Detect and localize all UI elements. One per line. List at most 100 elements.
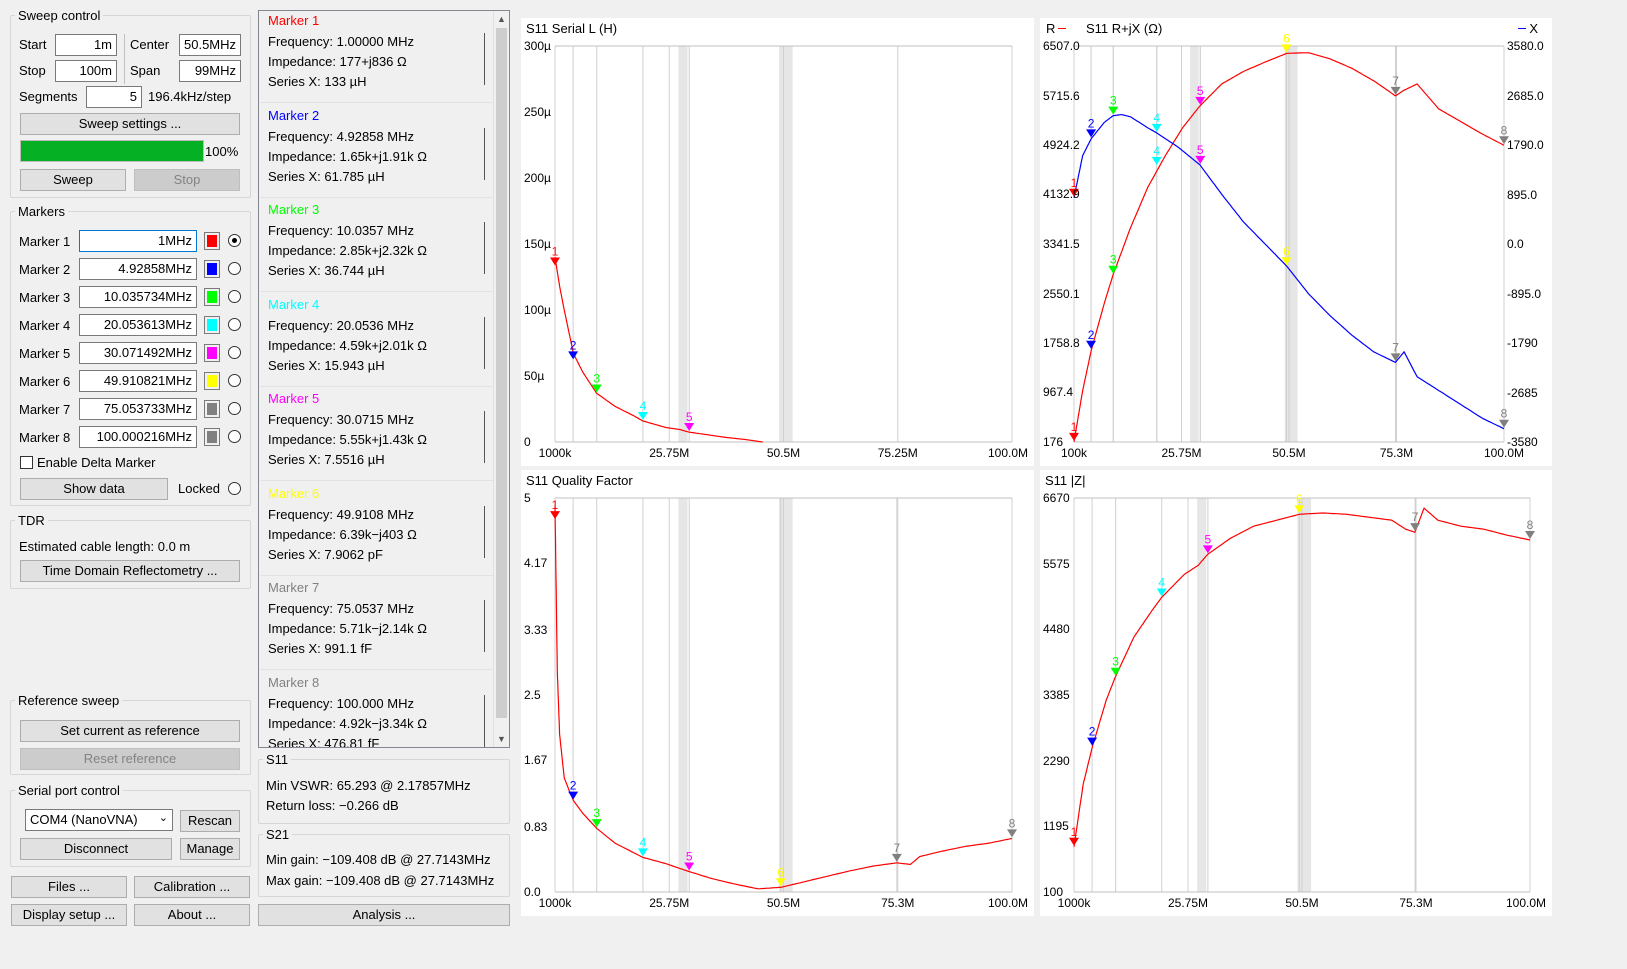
stop-button[interactable]: Stop <box>134 169 240 191</box>
chart-title: S11 Serial L (H) <box>526 21 618 36</box>
analysis-button[interactable]: Analysis ... <box>258 904 510 926</box>
s21-summary-group: S21 <box>258 827 510 897</box>
reference-title: Reference sweep <box>18 693 120 708</box>
quality-factor-chart[interactable]: 1 2 3 4 5 6 7 8 S11 Quality Factor 0.0 0.83 1.67 2.5… <box>521 470 1034 916</box>
calibration-button[interactable]: Calibration ... <box>134 876 250 898</box>
sweep-settings-button[interactable]: Sweep settings ... <box>20 113 240 135</box>
marker-8-frequency-input[interactable]: 100.000216MHz <box>79 426 197 448</box>
marker-8-color-button[interactable] <box>204 428 220 446</box>
sweep-control-group: Sweep control <box>10 8 251 198</box>
files-button[interactable]: Files ... <box>11 876 127 898</box>
marker-1-color-button[interactable] <box>204 232 220 250</box>
marker-3-color-button[interactable] <box>204 288 220 306</box>
abs-z-chart[interactable]: 1 2 3 4 5 6 7 8 S11 |Z| 100 1195 2290 3385 4480 5575 66… <box>1040 470 1552 916</box>
delta-marker-checkbox[interactable] <box>20 456 33 469</box>
marker-4-color-button[interactable] <box>204 316 220 334</box>
marker-6-active-radio[interactable] <box>228 374 241 387</box>
marker-5-color-button[interactable] <box>204 344 220 362</box>
serial-l-chart[interactable]: 1 2 3 4 5 S11 Serial L (H) 0 50µ 100µ 150µ 200µ 250… <box>521 18 1034 466</box>
segment-boundary-band <box>678 46 688 442</box>
marker-7-active-radio[interactable] <box>228 402 241 415</box>
locked-radio[interactable] <box>228 482 241 495</box>
start-input[interactable]: 1m <box>55 34 117 56</box>
marker-6-color-button[interactable] <box>204 372 220 390</box>
marker-5-active-radio[interactable] <box>228 346 241 359</box>
marker-info-series: Series X: 7.9062 pF <box>268 546 383 562</box>
reset-reference-button[interactable]: Reset reference <box>20 748 240 770</box>
show-data-button[interactable]: Show data <box>20 478 168 500</box>
marker-2-frequency-input[interactable]: 4.92858MHz <box>79 258 197 280</box>
y-tick-label: 4132.9 <box>1043 187 1080 202</box>
marker-triangle-icon <box>637 412 648 421</box>
marker-7-color-button[interactable] <box>204 400 220 418</box>
marker-triangle-icon <box>1281 44 1292 53</box>
marker-8-active-radio[interactable] <box>228 430 241 443</box>
marker-info-title: Marker 5 <box>268 391 320 406</box>
marker-3-color-swatch <box>207 291 217 303</box>
marker-triangle-icon <box>891 853 902 862</box>
center-input[interactable]: 50.5MHz <box>179 34 241 56</box>
marker-info-separator <box>260 574 497 576</box>
marker-4-active-radio[interactable] <box>228 318 241 331</box>
x-tick-label: 100.0M <box>987 446 1029 460</box>
marker-2-active-radio[interactable] <box>228 262 241 275</box>
segments-input[interactable]: 5 <box>86 86 142 108</box>
marker-number-label: 8 <box>1009 816 1016 830</box>
rescan-button[interactable]: Rescan <box>180 810 240 832</box>
marker-3-frequency-input[interactable]: 10.035734MHz <box>79 286 197 308</box>
marker-triangle-icon <box>1108 265 1119 274</box>
manage-button[interactable]: Manage <box>180 838 240 860</box>
y-tick-label: 5715.6 <box>1043 88 1080 103</box>
display-setup-button[interactable]: Display setup ... <box>11 904 127 926</box>
y-tick-label: 1.67 <box>524 753 548 768</box>
marker-3-active-radio[interactable] <box>228 290 241 303</box>
tdr-button[interactable]: Time Domain Reflectometry ... <box>20 560 240 582</box>
marker-7-frequency-input[interactable]: 75.053733MHz <box>79 398 197 420</box>
marker-info-divider <box>484 316 485 369</box>
marker-5-frequency-input[interactable]: 30.071492MHz <box>79 342 197 364</box>
marker-info-list[interactable]: Marker 1 Frequency: 1.00000 MHz Impedance:… <box>258 10 510 748</box>
marker-1-frequency-input[interactable]: 1MHz <box>79 230 197 252</box>
marker-triangle-icon <box>568 351 579 360</box>
marker-info-card: Marker 8 Frequency: 100.000 MHz Impedance:… <box>260 672 493 747</box>
marker-triangle-icon <box>775 878 786 887</box>
marker-number-label: 2 <box>1089 725 1096 739</box>
marker-info-title: Marker 2 <box>268 107 320 123</box>
marker-4-frequency-input[interactable]: 20.053613MHz <box>79 314 197 336</box>
serial-group: Serial port control <box>10 783 251 867</box>
marker-info-title: Marker 3 <box>268 202 320 217</box>
marker-2-color-button[interactable] <box>204 260 220 278</box>
marker-triangle-icon <box>1108 106 1119 115</box>
port-select[interactable]: COM4 (NanoVNA) ⌄ <box>25 809 173 831</box>
scrollbar-thumb[interactable] <box>496 28 507 718</box>
sweep-button[interactable]: Sweep <box>20 169 126 191</box>
about-button[interactable]: About ... <box>134 904 250 926</box>
marker-6-frequency-input[interactable]: 49.910821MHz <box>79 370 197 392</box>
cable-length-text: Estimated cable length: 0.0 m <box>19 539 191 554</box>
stop-label: Stop <box>19 63 46 78</box>
stop-input[interactable]: 100m <box>55 60 117 82</box>
marker-2-label: Marker 2 <box>19 262 71 277</box>
y2-tick-label: -2685 <box>1507 385 1538 400</box>
scroll-up-icon[interactable]: ▲ <box>497 14 506 24</box>
marker-list-scrollbar[interactable]: ▲ ▼ <box>493 11 509 747</box>
marker-1-active-radio[interactable] <box>228 234 241 247</box>
scroll-down-icon[interactable]: ▼ <box>497 734 506 744</box>
y-tick-label: 250µ <box>524 105 551 119</box>
marker-triangle-icon <box>1499 419 1509 428</box>
marker-number-label: 4 <box>640 835 647 849</box>
disconnect-button[interactable]: Disconnect <box>20 838 172 860</box>
marker-triangle-icon <box>1156 588 1167 597</box>
marker-info-divider <box>484 505 485 558</box>
marker-triangle-icon <box>1087 737 1098 746</box>
marker-number-label: 7 <box>893 841 900 855</box>
marker-info-impedance: Impedance: 4.59k+j2.01k Ω <box>268 337 427 353</box>
max-gain-text: Max gain: −109.408 dB @ 27.7143MHz <box>266 873 495 888</box>
x-tick-label: 100k <box>1060 446 1088 460</box>
marker-number-label: 6 <box>1296 492 1303 506</box>
set-reference-button[interactable]: Set current as reference <box>20 720 240 742</box>
span-input[interactable]: 99MHz <box>179 60 241 82</box>
marker-2-color-swatch <box>207 263 217 275</box>
r-jx-chart[interactable]: 1 2 3 4 5 6 7 8 1 2 3 4 5 6 7 8 S11 R+jX (Ω) R X 176 967.4 17… <box>1040 18 1552 466</box>
sweep-control-title: Sweep control <box>18 8 101 23</box>
